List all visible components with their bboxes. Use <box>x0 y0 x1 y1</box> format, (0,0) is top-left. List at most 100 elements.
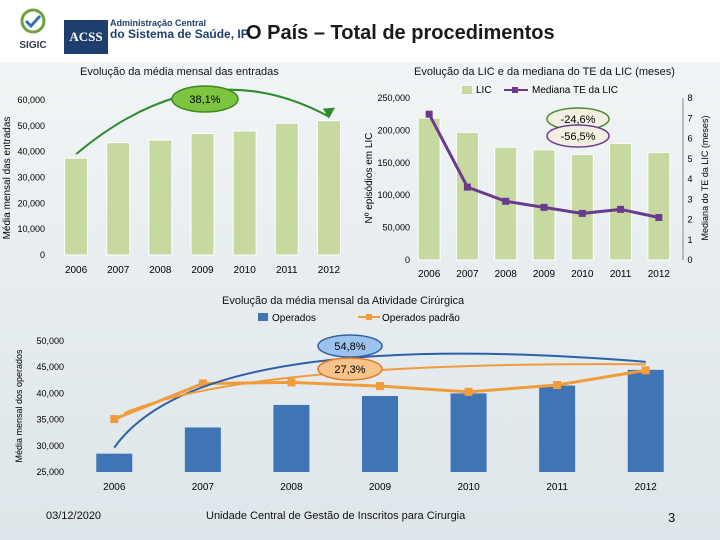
x-tick-label: 2010 <box>457 482 480 493</box>
bar <box>627 369 664 472</box>
legend-marker <box>512 87 518 93</box>
y2-tick-label: 7 <box>687 113 692 123</box>
bar <box>273 404 310 472</box>
y-tick-label: 200,000 <box>377 125 410 135</box>
y2-tick-label: 3 <box>687 194 692 204</box>
y-tick-label: 50,000 <box>17 121 45 131</box>
chart1-title: Evolução da média mensal das entradas <box>80 66 279 78</box>
bar <box>64 157 89 256</box>
bar <box>417 117 441 261</box>
chart3-title: Evolução da média mensal da Atividade Ci… <box>222 295 465 307</box>
trend-arrow <box>113 352 646 449</box>
x-tick-label: 2006 <box>103 482 126 493</box>
line-point <box>110 415 119 424</box>
y-tick-label: 100,000 <box>377 190 410 200</box>
x-tick-label: 2011 <box>276 265 298 276</box>
annotation-oval <box>546 124 610 148</box>
y2-tick-label: 1 <box>687 235 692 245</box>
line-point <box>463 183 471 191</box>
y-tick-label: 30,000 <box>17 173 45 183</box>
chart2-title: Evolução da LIC e da mediana do TE da LI… <box>414 66 675 78</box>
y-tick-label: 40,000 <box>17 147 45 157</box>
y2-axis-label: Mediana do TE da LIC (meses) <box>700 116 710 241</box>
annotation-label: 27,3% <box>334 364 365 376</box>
bar <box>570 153 594 261</box>
line-point <box>641 366 650 375</box>
y-tick-label: 50,000 <box>382 223 410 233</box>
legend-marker <box>366 314 372 320</box>
x-tick-label: 2011 <box>546 482 568 493</box>
line-point <box>502 197 510 205</box>
line-point <box>198 379 207 388</box>
footer-org: Unidade Central de Gestão de Inscritos p… <box>206 510 466 522</box>
x-tick-label: 2010 <box>571 269 594 280</box>
legend-label: LIC <box>476 85 492 96</box>
y-tick-label: 20,000 <box>17 198 45 208</box>
bar <box>184 427 221 472</box>
x-tick-label: 2012 <box>648 269 671 280</box>
bar <box>450 393 487 472</box>
y-tick-label: 150,000 <box>377 158 410 168</box>
line-point <box>287 378 296 387</box>
footer-date: 03/12/2020 <box>46 510 102 522</box>
x-tick-label: 2012 <box>318 265 341 276</box>
acss-logo: ACSS <box>64 20 108 54</box>
annotation-label: -24,6% <box>561 114 596 126</box>
x-tick-label: 2012 <box>635 482 658 493</box>
y-axis-label: Média mensal dos operados <box>14 349 24 463</box>
annotation-oval <box>171 85 239 113</box>
x-tick-label: 2007 <box>107 265 130 276</box>
y-tick-label: 45,000 <box>36 362 64 372</box>
x-tick-label: 2008 <box>495 269 518 280</box>
y-tick-label: 50,000 <box>36 336 64 346</box>
bar <box>455 131 479 261</box>
trend-arrow <box>123 363 646 415</box>
line-point <box>655 213 663 221</box>
y-tick-label: 250,000 <box>377 93 410 103</box>
y-tick-label: 0 <box>405 255 410 265</box>
bar <box>148 139 173 256</box>
y2-tick-label: 0 <box>687 255 692 265</box>
bar <box>647 151 671 261</box>
y-tick-label: 60,000 <box>17 95 45 105</box>
x-tick-label: 2010 <box>234 265 257 276</box>
x-tick-label: 2009 <box>533 269 556 280</box>
x-tick-label: 2009 <box>369 482 392 493</box>
footer-page: 3 <box>668 510 676 525</box>
bar <box>316 120 341 256</box>
y-tick-label: 0 <box>40 250 45 260</box>
chart-operados: 25,000 30,000 35,000 40,000 45,000 50,000 Médi… <box>14 313 664 493</box>
x-tick-label: 2009 <box>191 265 214 276</box>
legend-label: Mediana TE da LIC <box>532 85 618 96</box>
annotation-label: 38,1% <box>189 94 220 106</box>
sigic-logo-icon <box>20 8 46 34</box>
legend-swatch-bar <box>258 313 268 321</box>
annotation-oval <box>317 334 383 358</box>
annotation-label: 54,8% <box>334 341 365 353</box>
line-point <box>376 382 384 391</box>
y-tick-label: 30,000 <box>36 441 64 451</box>
line-point <box>425 110 433 118</box>
line-point <box>553 381 562 390</box>
y2-tick-label: 2 <box>687 215 692 225</box>
y-tick-label: 35,000 <box>36 415 64 425</box>
y-tick-label: 40,000 <box>36 388 64 398</box>
bar <box>106 142 131 256</box>
x-tick-label: 2011 <box>610 269 632 280</box>
y-tick-label: 10,000 <box>17 224 45 234</box>
bar <box>190 133 215 256</box>
legend-label: Operados <box>272 313 316 324</box>
line-point <box>578 209 586 217</box>
x-tick-label: 2006 <box>65 265 88 276</box>
y-axis-label: Média mensal das entradas <box>2 117 13 240</box>
chart-entradas: 0 10,000 20,000 30,000 40,000 50,000 60,000 Méd… <box>2 85 341 276</box>
legend-label: Operados padrão <box>382 313 460 324</box>
x-tick-label: 2007 <box>192 482 215 493</box>
x-tick-label: 2008 <box>280 482 303 493</box>
y2-tick-label: 5 <box>687 154 692 164</box>
bar <box>232 130 257 256</box>
y2-tick-label: 6 <box>687 134 692 144</box>
bar <box>362 396 398 472</box>
x-tick-label: 2007 <box>456 269 479 280</box>
header-bar: SIGIC ACSS Administração Central do Sist… <box>0 0 720 62</box>
